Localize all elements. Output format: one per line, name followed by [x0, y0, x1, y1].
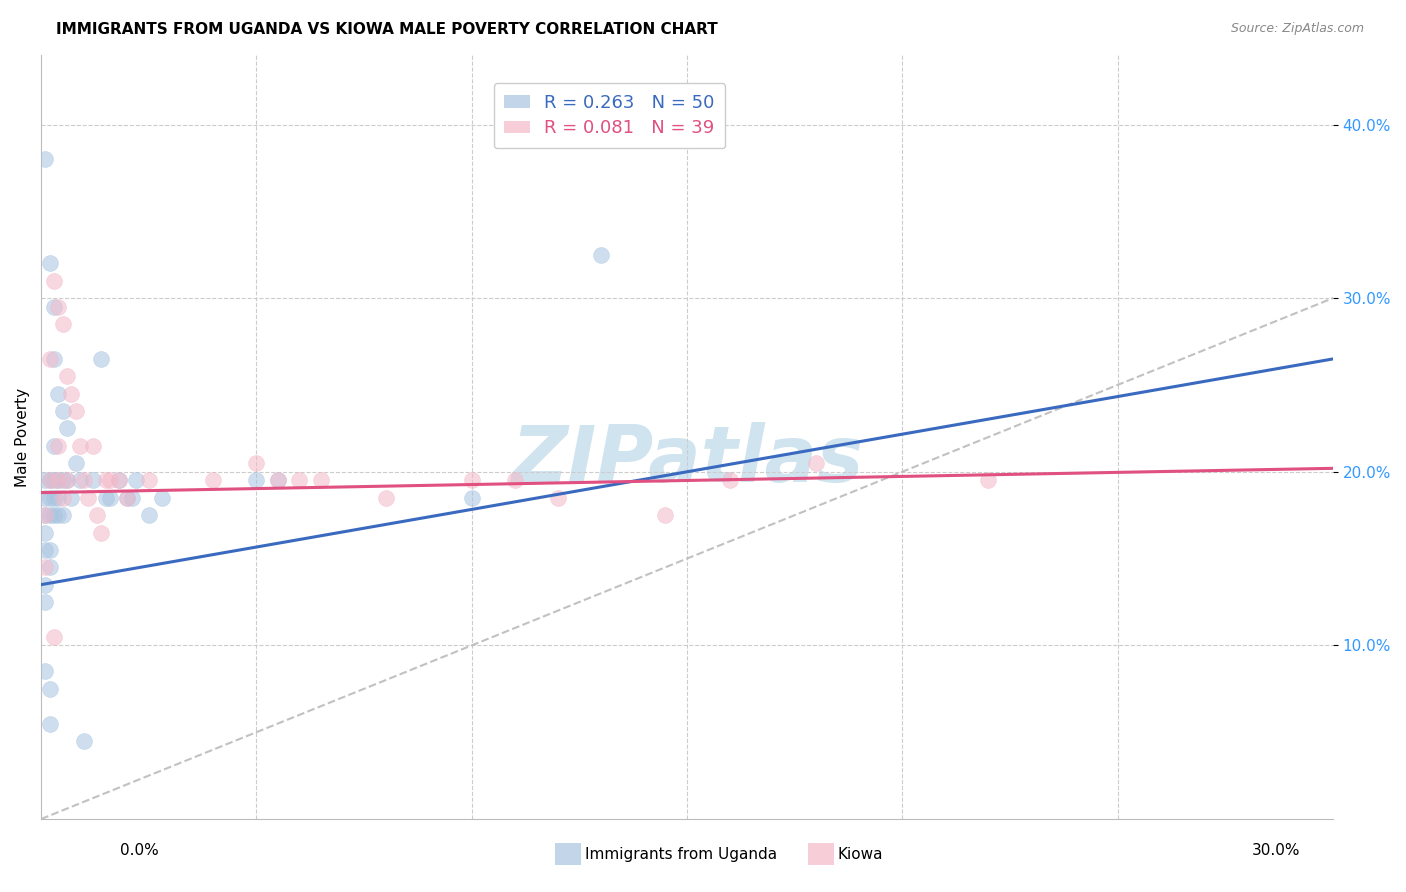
- Point: [38, 716, 60, 731]
- Point: [98, 474, 121, 488]
- Point: [42, 474, 65, 488]
- Point: [38, 508, 60, 523]
- Point: [46, 491, 69, 505]
- Point: [34, 153, 56, 167]
- Point: [52, 508, 75, 523]
- Point: [267, 474, 290, 488]
- Point: [38, 256, 60, 270]
- Point: [804, 456, 827, 470]
- Point: [374, 491, 396, 505]
- Point: [202, 474, 225, 488]
- Point: [60, 491, 83, 505]
- Point: [288, 474, 311, 488]
- Point: [42, 491, 65, 505]
- Point: [98, 491, 121, 505]
- Point: [38, 560, 60, 574]
- Point: [34, 595, 56, 609]
- Point: [52, 491, 75, 505]
- Point: [34, 508, 56, 523]
- Point: [94, 474, 117, 488]
- Point: [46, 508, 69, 523]
- Point: [42, 439, 65, 453]
- Point: [42, 274, 65, 288]
- Point: [34, 525, 56, 540]
- Point: [46, 300, 69, 314]
- Point: [82, 439, 104, 453]
- Point: [34, 560, 56, 574]
- Text: Source: ZipAtlas.com: Source: ZipAtlas.com: [1230, 22, 1364, 36]
- Point: [34, 665, 56, 679]
- Text: Kiowa: Kiowa: [838, 847, 883, 862]
- Text: 0.0%: 0.0%: [120, 843, 159, 857]
- Y-axis label: Male Poverty: Male Poverty: [15, 387, 30, 487]
- Point: [503, 474, 526, 488]
- Point: [94, 491, 117, 505]
- Point: [90, 525, 112, 540]
- Point: [42, 351, 65, 366]
- Point: [52, 474, 75, 488]
- Point: [42, 630, 65, 644]
- Point: [107, 474, 129, 488]
- Point: [86, 508, 108, 523]
- Point: [34, 474, 56, 488]
- Point: [73, 474, 96, 488]
- Point: [245, 456, 267, 470]
- Point: [56, 421, 79, 435]
- Point: [38, 681, 60, 696]
- Point: [38, 474, 60, 488]
- Point: [718, 474, 741, 488]
- Point: [654, 508, 676, 523]
- Point: [115, 491, 138, 505]
- Point: [90, 351, 112, 366]
- Point: [267, 474, 290, 488]
- Point: [42, 300, 65, 314]
- Point: [138, 508, 160, 523]
- Point: [34, 577, 56, 591]
- Point: [547, 491, 569, 505]
- Point: [46, 439, 69, 453]
- Point: [309, 474, 332, 488]
- Point: [65, 456, 87, 470]
- Point: [69, 439, 91, 453]
- Point: [460, 491, 482, 505]
- Point: [977, 474, 1000, 488]
- Point: [46, 386, 69, 401]
- Point: [46, 474, 69, 488]
- Point: [150, 491, 173, 505]
- Point: [121, 491, 143, 505]
- Point: [107, 474, 129, 488]
- Point: [38, 543, 60, 558]
- Point: [82, 474, 104, 488]
- Point: [60, 386, 83, 401]
- Point: [125, 474, 148, 488]
- Point: [69, 474, 91, 488]
- Point: [34, 491, 56, 505]
- Point: [56, 474, 79, 488]
- Point: [245, 474, 267, 488]
- Point: [589, 248, 612, 262]
- Point: [34, 508, 56, 523]
- Point: [42, 508, 65, 523]
- Point: [52, 404, 75, 418]
- Point: [38, 351, 60, 366]
- Point: [65, 404, 87, 418]
- Point: [115, 491, 138, 505]
- Point: [73, 734, 96, 748]
- Point: [56, 369, 79, 384]
- Legend: R = 0.263   N = 50, R = 0.081   N = 39: R = 0.263 N = 50, R = 0.081 N = 39: [494, 83, 725, 148]
- Text: ZIPatlas: ZIPatlas: [510, 422, 863, 498]
- Point: [34, 543, 56, 558]
- Text: 30.0%: 30.0%: [1253, 843, 1301, 857]
- Point: [46, 474, 69, 488]
- Text: IMMIGRANTS FROM UGANDA VS KIOWA MALE POVERTY CORRELATION CHART: IMMIGRANTS FROM UGANDA VS KIOWA MALE POV…: [56, 22, 718, 37]
- Text: Immigrants from Uganda: Immigrants from Uganda: [585, 847, 778, 862]
- Point: [56, 474, 79, 488]
- Point: [52, 317, 75, 331]
- Point: [77, 491, 100, 505]
- Point: [38, 491, 60, 505]
- Point: [38, 474, 60, 488]
- Point: [138, 474, 160, 488]
- Point: [460, 474, 482, 488]
